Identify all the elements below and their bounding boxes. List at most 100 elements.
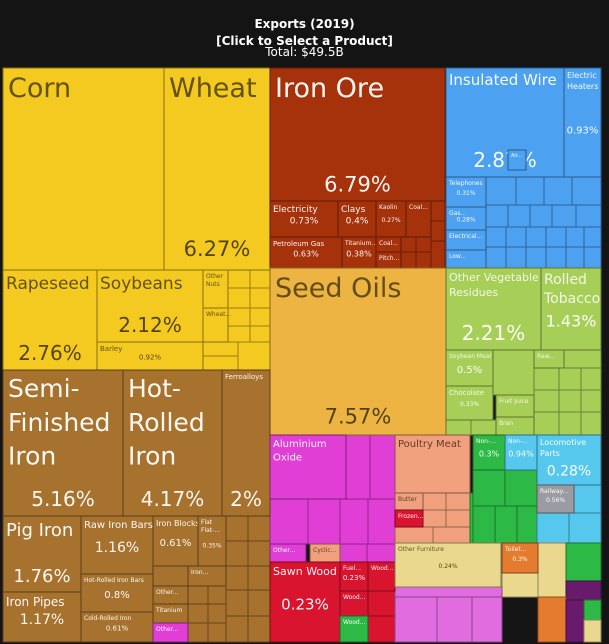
treemap-filler-tile[interactable] (565, 580, 602, 601)
treemap-tile[interactable] (540, 267, 602, 351)
treemap-tile[interactable] (197, 515, 227, 567)
treemap-tile[interactable] (269, 434, 347, 500)
treemap-tile[interactable] (96, 341, 204, 371)
treemap-filler-tile[interactable] (237, 341, 271, 371)
treemap-tile[interactable] (221, 369, 271, 517)
treemap-filler-tile[interactable] (580, 367, 602, 391)
treemap-filler-tile[interactable] (580, 389, 602, 413)
treemap-tile[interactable] (339, 561, 369, 592)
treemap-filler-tile[interactable] (225, 565, 249, 591)
treemap-filler-tile[interactable] (507, 204, 531, 228)
treemap-filler-tile[interactable] (537, 596, 567, 643)
treemap-filler-tile[interactable] (575, 204, 602, 228)
treemap-filler-tile[interactable] (207, 585, 227, 605)
treemap-filler-tile[interactable] (247, 515, 271, 542)
treemap-filler-tile[interactable] (485, 176, 517, 206)
treemap-filler-tile[interactable] (202, 355, 239, 371)
treemap-filler-tile[interactable] (227, 269, 251, 289)
treemap-filler-tile[interactable] (485, 226, 507, 248)
treemap-filler-tile[interactable] (369, 434, 396, 500)
treemap-tile[interactable] (269, 67, 446, 202)
treemap-tile[interactable] (96, 269, 204, 343)
treemap-filler-tile[interactable] (494, 505, 518, 544)
treemap-filler-tile[interactable] (345, 434, 371, 500)
treemap-filler-tile[interactable] (470, 419, 497, 436)
treemap-filler-tile[interactable] (400, 251, 417, 269)
treemap-tile[interactable] (563, 67, 602, 178)
treemap-tile[interactable] (80, 611, 154, 643)
treemap-filler-tile[interactable] (445, 492, 471, 511)
treemap-tile[interactable] (269, 200, 339, 238)
treemap-filler-tile[interactable] (430, 200, 446, 222)
treemap-tile[interactable] (122, 369, 223, 517)
treemap-filler-tile[interactable] (565, 226, 585, 248)
treemap-filler-tile[interactable] (339, 543, 368, 563)
treemap-tile[interactable] (445, 385, 494, 421)
treemap-filler-tile[interactable] (207, 603, 227, 624)
treemap-tile[interactable] (2, 515, 82, 593)
treemap-filler-tile[interactable] (583, 599, 602, 621)
treemap-filler-tile[interactable] (469, 492, 474, 544)
treemap-tile[interactable] (202, 269, 229, 309)
treemap-filler-tile[interactable] (187, 585, 209, 605)
treemap-filler-tile[interactable] (558, 411, 582, 436)
treemap-filler-tile[interactable] (563, 349, 602, 369)
treemap-filler-tile[interactable] (367, 590, 396, 617)
treemap-filler-tile[interactable] (249, 287, 271, 309)
treemap-filler-tile[interactable] (339, 498, 369, 545)
treemap-filler-tile[interactable] (187, 622, 209, 643)
treemap-filler-tile[interactable] (227, 287, 251, 309)
treemap-tile[interactable] (269, 267, 447, 436)
treemap-filler-tile[interactable] (436, 596, 473, 643)
treemap-filler-tile[interactable] (537, 542, 567, 598)
treemap-filler-tile[interactable] (249, 307, 271, 327)
treemap-filler-tile[interactable] (202, 341, 239, 357)
treemap-filler-tile[interactable] (573, 484, 602, 514)
treemap-filler-tile[interactable] (492, 349, 535, 396)
select-product-link[interactable]: [Click to Select a Product] (216, 34, 393, 48)
treemap-filler-tile[interactable] (533, 411, 560, 436)
treemap-tile[interactable] (507, 149, 527, 171)
treemap-filler-tile[interactable] (558, 367, 582, 391)
treemap-filler-tile[interactable] (445, 509, 471, 528)
treemap-tile[interactable] (536, 434, 602, 486)
treemap-filler-tile[interactable] (565, 246, 585, 269)
treemap-filler-tile[interactable] (485, 246, 507, 269)
treemap-filler-tile[interactable] (545, 246, 567, 269)
treemap-filler-tile[interactable] (247, 565, 271, 591)
treemap-tile[interactable] (341, 236, 377, 269)
treemap-tile[interactable] (187, 565, 227, 587)
treemap-tile[interactable] (2, 369, 124, 517)
treemap-tile[interactable] (445, 349, 494, 387)
treemap-tile[interactable] (337, 200, 377, 238)
treemap-filler-tile[interactable] (533, 389, 560, 413)
treemap-filler-tile[interactable] (525, 246, 547, 269)
treemap-tile[interactable] (2, 591, 82, 643)
treemap-tile[interactable] (445, 176, 487, 208)
treemap-filler-tile[interactable] (536, 512, 570, 544)
treemap-filler-tile[interactable] (533, 367, 560, 391)
treemap-tile[interactable] (501, 542, 539, 574)
treemap-filler-tile[interactable] (529, 204, 553, 228)
treemap-tile[interactable] (163, 67, 271, 271)
treemap-filler-tile[interactable] (225, 615, 249, 643)
treemap-filler-tile[interactable] (225, 515, 249, 542)
treemap-filler-tile[interactable] (545, 226, 567, 248)
treemap-filler-tile[interactable] (366, 543, 396, 563)
treemap-filler-tile[interactable] (504, 469, 538, 507)
treemap-tile[interactable] (339, 615, 369, 643)
treemap-filler-tile[interactable] (505, 246, 527, 269)
treemap-filler-tile[interactable] (247, 540, 271, 567)
treemap-filler-tile[interactable] (515, 176, 545, 206)
treemap-filler-tile[interactable] (430, 220, 446, 242)
treemap-filler-tile[interactable] (307, 498, 341, 545)
treemap-filler-tile[interactable] (505, 226, 527, 248)
treemap-tile[interactable] (394, 542, 502, 588)
treemap-filler-tile[interactable] (225, 540, 249, 567)
treemap-filler-tile[interactable] (207, 622, 227, 643)
treemap-filler-tile[interactable] (432, 526, 471, 544)
treemap-tile[interactable] (202, 307, 229, 343)
treemap-filler-tile[interactable] (485, 204, 509, 228)
treemap-tile[interactable] (339, 590, 369, 617)
treemap-filler-tile[interactable] (543, 176, 573, 206)
